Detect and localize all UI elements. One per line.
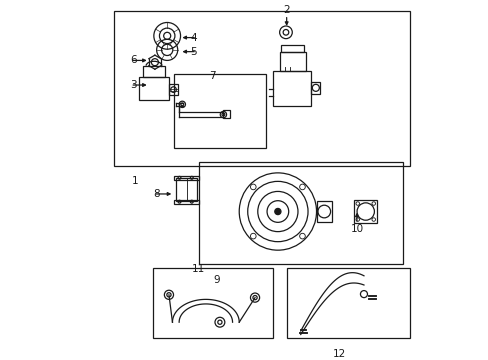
Bar <box>176 178 197 201</box>
Bar <box>114 11 409 166</box>
Text: 1: 1 <box>132 176 139 186</box>
Bar <box>223 110 230 118</box>
Text: 12: 12 <box>332 348 346 359</box>
Text: 5: 5 <box>190 47 197 57</box>
Text: 4: 4 <box>190 33 197 42</box>
Text: 2: 2 <box>283 5 289 15</box>
Text: 9: 9 <box>213 275 219 285</box>
Bar <box>316 201 332 222</box>
Text: 8: 8 <box>153 189 160 199</box>
Text: 11: 11 <box>192 264 205 274</box>
Bar <box>142 66 165 77</box>
Bar <box>174 75 265 148</box>
Bar <box>174 199 199 204</box>
Bar <box>311 81 319 94</box>
Circle shape <box>274 208 281 215</box>
Bar <box>199 162 402 264</box>
Bar <box>153 268 272 338</box>
Text: 6: 6 <box>130 55 137 66</box>
Bar <box>174 176 199 180</box>
Bar <box>281 45 304 51</box>
Bar <box>279 51 305 71</box>
Text: 10: 10 <box>350 224 363 234</box>
Bar <box>139 77 169 100</box>
Bar <box>354 200 376 223</box>
Bar <box>169 84 177 95</box>
Bar <box>272 71 311 106</box>
Text: 3: 3 <box>130 80 137 90</box>
Text: 7: 7 <box>209 71 216 81</box>
Bar <box>286 268 409 338</box>
